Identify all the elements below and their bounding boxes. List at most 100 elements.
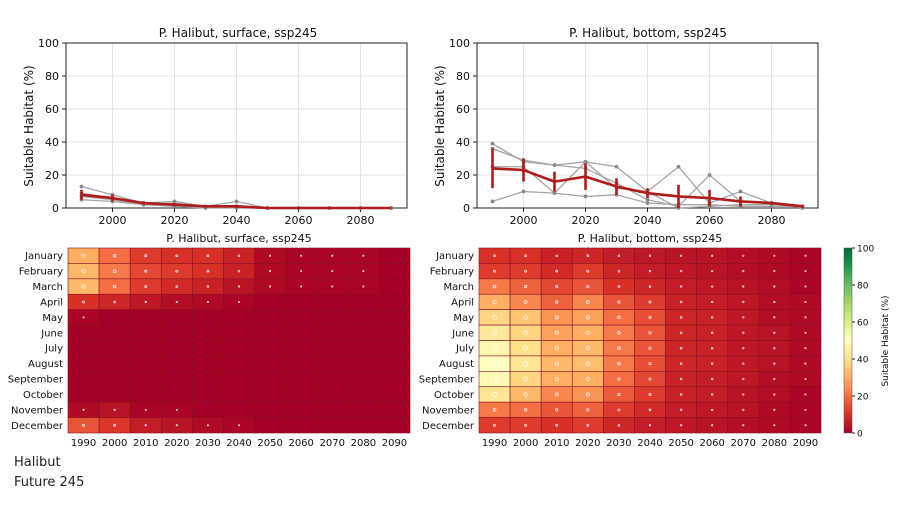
heatmap-cell [160, 309, 193, 326]
heatmap-cell [67, 401, 100, 418]
heatmap-cell [634, 401, 666, 418]
heatmap-dot [711, 285, 714, 288]
heatmap-dot [269, 285, 272, 288]
heatmap-cell [378, 324, 411, 341]
heatmap-cell [758, 263, 791, 280]
heatmap-cell [223, 371, 255, 388]
heatmap-dot [617, 424, 621, 427]
heatmap-cell [192, 401, 224, 418]
heatmap-cell [478, 340, 511, 357]
heatmap-dot [175, 408, 178, 411]
heatmap-cell [129, 340, 162, 357]
heatmap-cell [378, 417, 411, 434]
heatmap-cell [129, 263, 162, 280]
heatmap-dot [492, 284, 497, 289]
heatmap-dot [524, 423, 528, 427]
heatmap-cell [478, 278, 511, 295]
heatmap-cell [603, 355, 635, 372]
heatmap-cell [540, 263, 573, 280]
heatmap-cell [540, 247, 573, 264]
heatmap-cell [378, 293, 411, 310]
y-tick-label: 80 [456, 70, 470, 83]
heatmap-col-label: 2050 [257, 438, 282, 449]
heatmap-dot [492, 408, 497, 412]
heatmap-cell [254, 340, 286, 357]
heatmap-cell [634, 371, 666, 388]
heatmap-cell [160, 386, 193, 403]
heatmap-cell [67, 386, 100, 403]
heatmap-cell [478, 401, 511, 418]
heatmap-cell [603, 293, 635, 310]
heatmap-dot [492, 391, 498, 397]
heatmap-dot [144, 424, 147, 427]
heatmap-dot [710, 393, 714, 396]
heatmap-cell [67, 324, 100, 341]
heatmap-cell [540, 417, 573, 434]
heatmap-dot [773, 362, 776, 365]
heatmap-cell [789, 340, 822, 357]
heatmap-col-label: 1990 [482, 438, 507, 449]
heatmap-cell [129, 355, 162, 372]
heatmap-cell [316, 371, 349, 388]
heatmap-cell [67, 417, 100, 434]
x-tick-label: 2060 [285, 214, 313, 227]
heatmap-cell [789, 278, 822, 295]
heatmap-cell [316, 355, 349, 372]
heatmap-dot [206, 269, 210, 273]
heatmap-row-label: September [8, 375, 64, 386]
heatmap-cell [789, 355, 822, 372]
heatmap-cell [378, 386, 411, 403]
heatmap-dot [648, 285, 652, 288]
heatmap-cell [378, 278, 411, 295]
heatmap-cell [509, 371, 542, 388]
heatmap-cell [160, 324, 193, 341]
heatmap-dot [648, 393, 652, 396]
heatmap-dot [679, 254, 683, 257]
grid [66, 42, 407, 209]
heatmap-dot [554, 392, 559, 397]
heatmap-cell [160, 247, 193, 264]
heatmap-dot [331, 270, 334, 273]
heatmap-cell [285, 278, 318, 295]
heatmap-dot [493, 423, 496, 427]
heatmap-cell [98, 278, 131, 295]
member-point [552, 191, 557, 196]
heatmap-dot [113, 300, 116, 304]
heatmap-cell [665, 324, 697, 341]
heatmap-cell [254, 417, 286, 434]
heatmap-cell [665, 263, 697, 280]
heatmap-cell [696, 355, 729, 372]
heatmap-cell [347, 371, 380, 388]
heatmap-dot [679, 393, 683, 396]
heatmap-row-label: May [42, 313, 63, 324]
heatmap-row-label: November [11, 405, 64, 416]
heatmap-cell [540, 293, 573, 310]
heatmap-dot [554, 376, 559, 382]
heatmap-cell [129, 278, 162, 295]
heatmap-cell [347, 309, 380, 326]
heatmap-dot [679, 300, 683, 304]
heatmap-cell [727, 401, 760, 418]
heatmap-dot [617, 361, 621, 366]
heatmap-dot [679, 285, 683, 288]
heatmap-dot [586, 423, 590, 427]
heatmap-dot [585, 346, 590, 351]
heatmap-cell [727, 278, 760, 295]
colorbar-tick-label: 40 [857, 356, 869, 366]
heatmap-cell [316, 278, 349, 295]
heatmap-row-label: October [434, 390, 475, 401]
heatmap-cell [129, 324, 162, 341]
heatmap-dot [113, 423, 117, 427]
heatmap-cell [540, 401, 573, 418]
heatmap-dot [711, 424, 714, 427]
heatmap-cell [67, 355, 100, 372]
heatmap-cell [285, 324, 318, 341]
heatmap-dot [617, 392, 621, 397]
heatmap-cell [378, 401, 411, 418]
heatmap-dot [555, 254, 558, 257]
heatmap-cell [285, 386, 318, 403]
heatmap-dot [773, 331, 776, 334]
heatmap-cell [478, 263, 511, 280]
heatmap-dot [773, 254, 776, 257]
